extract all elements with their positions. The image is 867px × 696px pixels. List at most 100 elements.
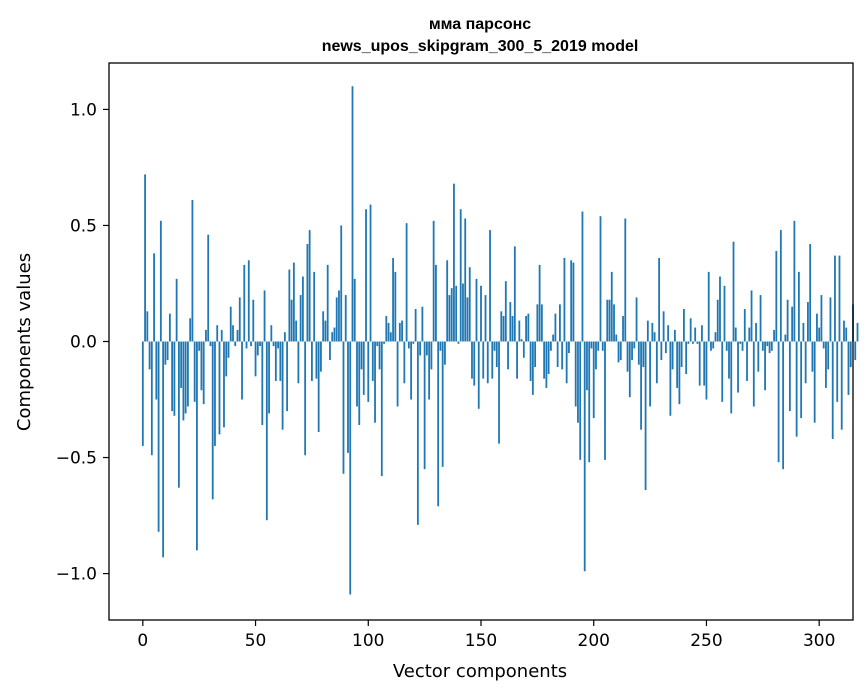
bar-230 xyxy=(660,341,663,361)
bar-53 xyxy=(261,341,264,426)
bar-101 xyxy=(369,204,372,342)
bar-56 xyxy=(268,341,270,414)
bar-85 xyxy=(333,327,336,342)
bar-224 xyxy=(646,320,649,342)
bar-13 xyxy=(171,341,174,412)
bar-148 xyxy=(475,278,478,342)
bar-233 xyxy=(667,325,670,342)
bar-243 xyxy=(689,318,692,342)
bar-157 xyxy=(495,341,498,368)
bar-255 xyxy=(716,299,719,342)
bar-213 xyxy=(622,315,624,342)
bar-220 xyxy=(637,341,640,365)
bar-70 xyxy=(299,295,302,342)
chart-subtitle: news_upos_skipgram_300_5_2019 model xyxy=(322,38,639,55)
bar-161 xyxy=(504,281,507,342)
bar-153 xyxy=(486,341,489,384)
bar-122 xyxy=(416,341,419,525)
bar-231 xyxy=(662,311,665,342)
bar-225 xyxy=(649,341,651,407)
bar-74 xyxy=(308,230,311,342)
bar-278 xyxy=(768,341,771,354)
bar-280 xyxy=(773,329,775,342)
bar-57 xyxy=(270,325,273,342)
bar-44 xyxy=(241,341,243,400)
bar-123 xyxy=(419,341,422,356)
bar-21 xyxy=(189,318,192,342)
bar-82 xyxy=(326,264,329,342)
bar-31 xyxy=(211,341,214,500)
bar-115 xyxy=(401,320,403,342)
bar-92 xyxy=(349,341,352,595)
bar-310 xyxy=(840,341,843,430)
plot-frame xyxy=(108,62,854,621)
bar-248 xyxy=(701,325,703,342)
bar-10 xyxy=(164,341,167,365)
bar-23 xyxy=(193,341,196,402)
bar-169 xyxy=(522,341,525,358)
bar-217 xyxy=(631,341,633,361)
bar-289 xyxy=(793,220,796,342)
bar-126 xyxy=(425,341,428,356)
bar-265 xyxy=(739,341,742,344)
bar-46 xyxy=(245,341,248,349)
bar-165 xyxy=(513,246,516,342)
bar-99 xyxy=(365,209,367,342)
bar-196 xyxy=(583,341,586,572)
bar-308 xyxy=(836,341,839,402)
bar-184 xyxy=(556,341,559,368)
bar-200 xyxy=(592,341,595,419)
bar-7 xyxy=(157,341,160,532)
bar-302 xyxy=(822,341,825,349)
bar-205 xyxy=(604,341,606,460)
bar-216 xyxy=(628,341,631,398)
bar-5 xyxy=(153,253,155,342)
bar-27 xyxy=(202,341,205,405)
bar-73 xyxy=(306,244,309,342)
bar-188 xyxy=(565,341,568,384)
bar-24 xyxy=(196,341,198,551)
y-tick-label: −1.0 xyxy=(56,565,97,585)
bar-105 xyxy=(378,341,381,370)
bar-127 xyxy=(428,341,431,400)
bar-35 xyxy=(220,329,223,342)
bar-149 xyxy=(477,341,480,409)
bar-240 xyxy=(683,309,685,342)
bar-256 xyxy=(719,276,721,342)
x-tick-label: 150 xyxy=(465,631,497,651)
bar-275 xyxy=(761,341,764,351)
bar-301 xyxy=(820,295,823,342)
bar-183 xyxy=(554,313,557,342)
bar-6 xyxy=(155,341,158,400)
bar-50 xyxy=(254,341,257,377)
bar-63 xyxy=(283,332,286,342)
bar-179 xyxy=(545,341,548,388)
bar-260 xyxy=(728,341,730,379)
bar-293 xyxy=(802,322,805,342)
bar-177 xyxy=(540,304,543,342)
bars-group xyxy=(141,86,859,595)
bar-173 xyxy=(531,341,534,395)
bar-269 xyxy=(748,327,751,342)
bar-80 xyxy=(322,311,325,342)
bar-20 xyxy=(187,341,189,407)
bar-8 xyxy=(159,220,162,342)
bar-252 xyxy=(710,341,712,351)
bar-68 xyxy=(295,320,298,342)
bar-238 xyxy=(678,341,681,405)
bar-137 xyxy=(450,288,453,342)
x-tick-label: 250 xyxy=(690,631,722,651)
bar-305 xyxy=(829,297,832,342)
bar-38 xyxy=(227,341,230,358)
bar-15 xyxy=(175,278,178,342)
y-tick-label: −0.5 xyxy=(56,449,97,469)
bar-58 xyxy=(272,341,275,347)
bar-314 xyxy=(849,341,852,368)
bar-152 xyxy=(484,295,487,342)
bar-159 xyxy=(500,311,503,342)
bar-226 xyxy=(651,322,654,342)
bar-19 xyxy=(184,341,187,414)
bar-202 xyxy=(597,341,600,351)
bar-298 xyxy=(813,341,816,423)
